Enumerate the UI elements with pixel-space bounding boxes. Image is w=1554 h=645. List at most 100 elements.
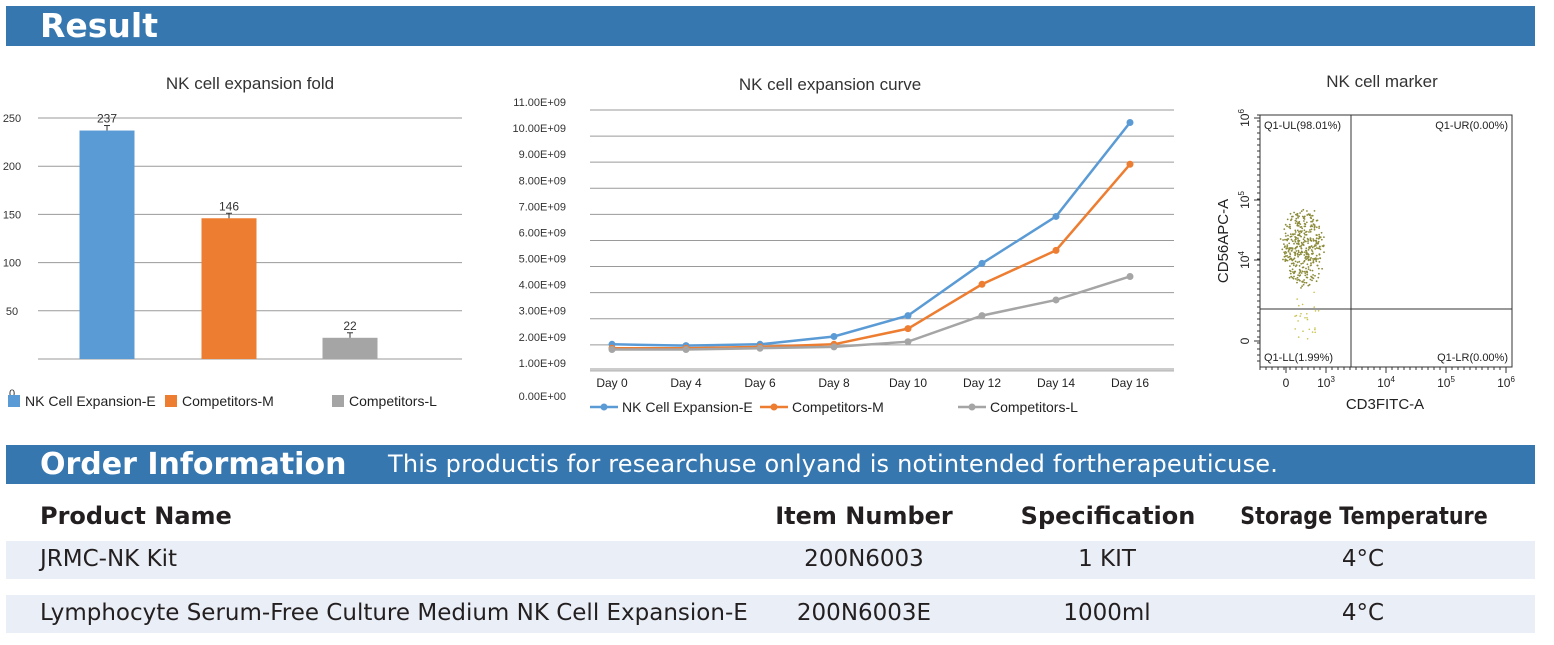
scatter-point (1301, 215, 1304, 218)
data-point (830, 343, 838, 351)
scatter-point (1300, 241, 1303, 244)
marker-scatter-plot: Q1-UL(98.01%) Q1-UR(0.00%) Q1-LL(1.99%) Q1-… (1215, 109, 1515, 413)
scatter-point (1283, 243, 1285, 246)
y-tick-label: 250 (3, 113, 21, 125)
scatter-point (1314, 274, 1316, 277)
scatter-point (1300, 312, 1302, 315)
scatter-point (1307, 248, 1310, 251)
scatter-point (1313, 225, 1316, 228)
legend-marker (968, 403, 976, 411)
scatter-point (1312, 238, 1315, 240)
scatter-point (1283, 246, 1286, 249)
cell-specification: 1 KIT (1078, 546, 1136, 572)
data-label: 22 (343, 319, 357, 333)
scatter-point (1294, 328, 1296, 330)
scatter-point (1304, 317, 1306, 319)
scatter-point (1297, 241, 1300, 243)
scatter-point (1306, 270, 1308, 273)
scatter-point (1303, 229, 1306, 232)
scatter-point (1289, 265, 1291, 267)
scatter-point (1306, 338, 1309, 340)
scatter-point (1312, 258, 1314, 260)
scatter-point (1306, 237, 1309, 240)
x-tick-label: 104 (1377, 375, 1395, 390)
scatter-point (1300, 226, 1303, 228)
scatter-point (1291, 268, 1294, 271)
scatter-point (1293, 275, 1295, 278)
scatter-point (1311, 269, 1314, 272)
scatter-point (1304, 274, 1307, 277)
scatter-point (1304, 225, 1307, 228)
scatter-point (1306, 273, 1309, 276)
scatter-point (1311, 214, 1314, 217)
scatter-point (1283, 228, 1286, 231)
x-tick-label: Day 12 (963, 376, 1001, 390)
scatter-point (1303, 220, 1305, 222)
scatter-point (1303, 222, 1306, 225)
scatter-point (1318, 227, 1320, 230)
scatter-point (1297, 216, 1299, 219)
scatter-point (1296, 224, 1299, 227)
scatter-point (1297, 274, 1299, 276)
scatter-point (1310, 220, 1312, 223)
scatter-point (1313, 306, 1315, 308)
scatter-point (1287, 234, 1289, 237)
x-tick-label: Day 14 (1037, 376, 1075, 390)
scatter-point (1294, 251, 1297, 254)
scatter-point (1306, 313, 1308, 315)
scatter-point (1291, 276, 1294, 279)
scatter-point (1306, 317, 1308, 319)
scatter-point (1289, 252, 1291, 255)
scatter-point (1305, 249, 1308, 252)
data-point (904, 338, 912, 346)
scatter-point (1292, 233, 1295, 236)
quadrant-ur-label: Q1-UR(0.00%) (1435, 120, 1508, 132)
scatter-point (1286, 239, 1289, 242)
scatter-point (1285, 235, 1287, 237)
scatter-point (1315, 244, 1317, 247)
scatter-point (1319, 257, 1321, 259)
scatter-point (1296, 229, 1299, 232)
scatter-point (1284, 260, 1287, 262)
x-tick-label: 106 (1497, 375, 1515, 390)
legend-label: Competitors-L (349, 393, 437, 409)
scatter-point (1305, 221, 1308, 224)
curve-chart-title: NK cell expansion curve (738, 75, 922, 94)
data-point (1126, 160, 1134, 168)
scatter-point (1300, 272, 1303, 274)
scatter-point (1289, 269, 1291, 272)
scatter-point (1313, 228, 1316, 231)
col-specification: Specification (1020, 502, 1196, 530)
scatter-point (1290, 250, 1293, 252)
scatter-point (1309, 258, 1312, 261)
data-point (978, 312, 986, 320)
result-header: Result (6, 6, 1535, 46)
scatter-point (1295, 250, 1298, 252)
scatter-point (1295, 264, 1298, 266)
scatter-point (1288, 223, 1291, 226)
scatter-point (1312, 223, 1315, 226)
col-storage-temperature: Storage Temperature (1240, 502, 1488, 530)
scatter-point (1312, 277, 1315, 280)
y-tick-label: 5.00E+09 (519, 254, 566, 266)
scatter-point (1295, 238, 1297, 241)
scatter-point (1319, 245, 1321, 248)
scatter-point (1301, 227, 1304, 230)
legend-swatch (165, 395, 177, 407)
scatter-point (1294, 315, 1296, 317)
scatter-point (1304, 255, 1307, 258)
scatter-point (1312, 218, 1315, 221)
scatter-point (1307, 252, 1309, 255)
bar (79, 130, 135, 359)
scatter-point (1306, 318, 1309, 321)
scatter-point (1309, 278, 1312, 281)
y-tick-label: 11.00E+09 (513, 97, 566, 109)
scatter-point (1299, 274, 1302, 277)
x-tick-label: Day 6 (744, 376, 776, 390)
y-tick-label: 10.00E+09 (512, 123, 566, 135)
cell-product-name: Lymphocyte Serum-Free Culture Medium NK … (40, 600, 748, 626)
scatter-point (1309, 247, 1312, 249)
scatter-point (1300, 262, 1303, 265)
data-point (608, 346, 616, 354)
scatter-point (1308, 328, 1311, 331)
